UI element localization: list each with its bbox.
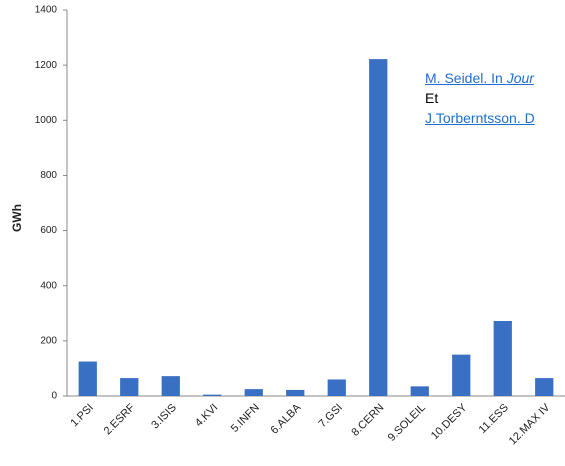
link-text: M. Seidel. In	[425, 70, 507, 86]
y-tick-label: 400	[40, 280, 57, 291]
x-tick-label: 5.INFN	[229, 402, 262, 435]
bar	[203, 394, 222, 396]
x-tick-label: 8.CERN	[349, 402, 386, 439]
y-tick-label: 1400	[35, 5, 58, 16]
y-tick-label: 1200	[35, 60, 58, 71]
bar	[78, 361, 97, 396]
bar	[286, 389, 305, 396]
x-tick-label: 6.ALBA	[269, 401, 304, 436]
reference-box: M. Seidel. In Jour Et J.Torberntsson. D	[425, 68, 565, 128]
link-italic: Jour	[506, 70, 534, 86]
x-tick-label: 11.ESS	[477, 402, 511, 436]
x-tick-label: 9.SOLEIL	[386, 402, 428, 444]
y-tick-label: 200	[40, 335, 57, 346]
bar	[244, 389, 263, 396]
bar	[535, 378, 554, 396]
x-tick-label: 3.ISIS	[149, 402, 179, 432]
bar	[369, 59, 388, 396]
reference-text: Et	[425, 90, 439, 106]
bar	[120, 378, 139, 396]
reference-link[interactable]: M. Seidel. In Jour	[425, 70, 534, 86]
y-tick-label: 800	[40, 170, 57, 181]
bar	[452, 354, 471, 396]
x-tick-label: 7.GSI	[317, 402, 345, 430]
bar	[493, 321, 512, 396]
y-tick-label: 1000	[35, 115, 58, 126]
x-tick-label: 10.DESY	[429, 401, 470, 442]
y-axis-label: GWh	[10, 204, 24, 232]
bar	[327, 379, 346, 396]
x-tick-label: 4.KVI	[193, 402, 221, 430]
y-tick-label: 600	[40, 225, 57, 236]
x-tick-label: 12.MAX IV	[507, 401, 553, 447]
reference-link[interactable]: J.Torberntsson. D	[425, 110, 535, 126]
x-tick-label: 2.ESRF	[102, 401, 138, 437]
bar	[161, 376, 180, 396]
bar	[410, 386, 429, 396]
x-tick-label: 1.PSI	[68, 402, 96, 430]
y-tick-label: 0	[51, 391, 57, 402]
